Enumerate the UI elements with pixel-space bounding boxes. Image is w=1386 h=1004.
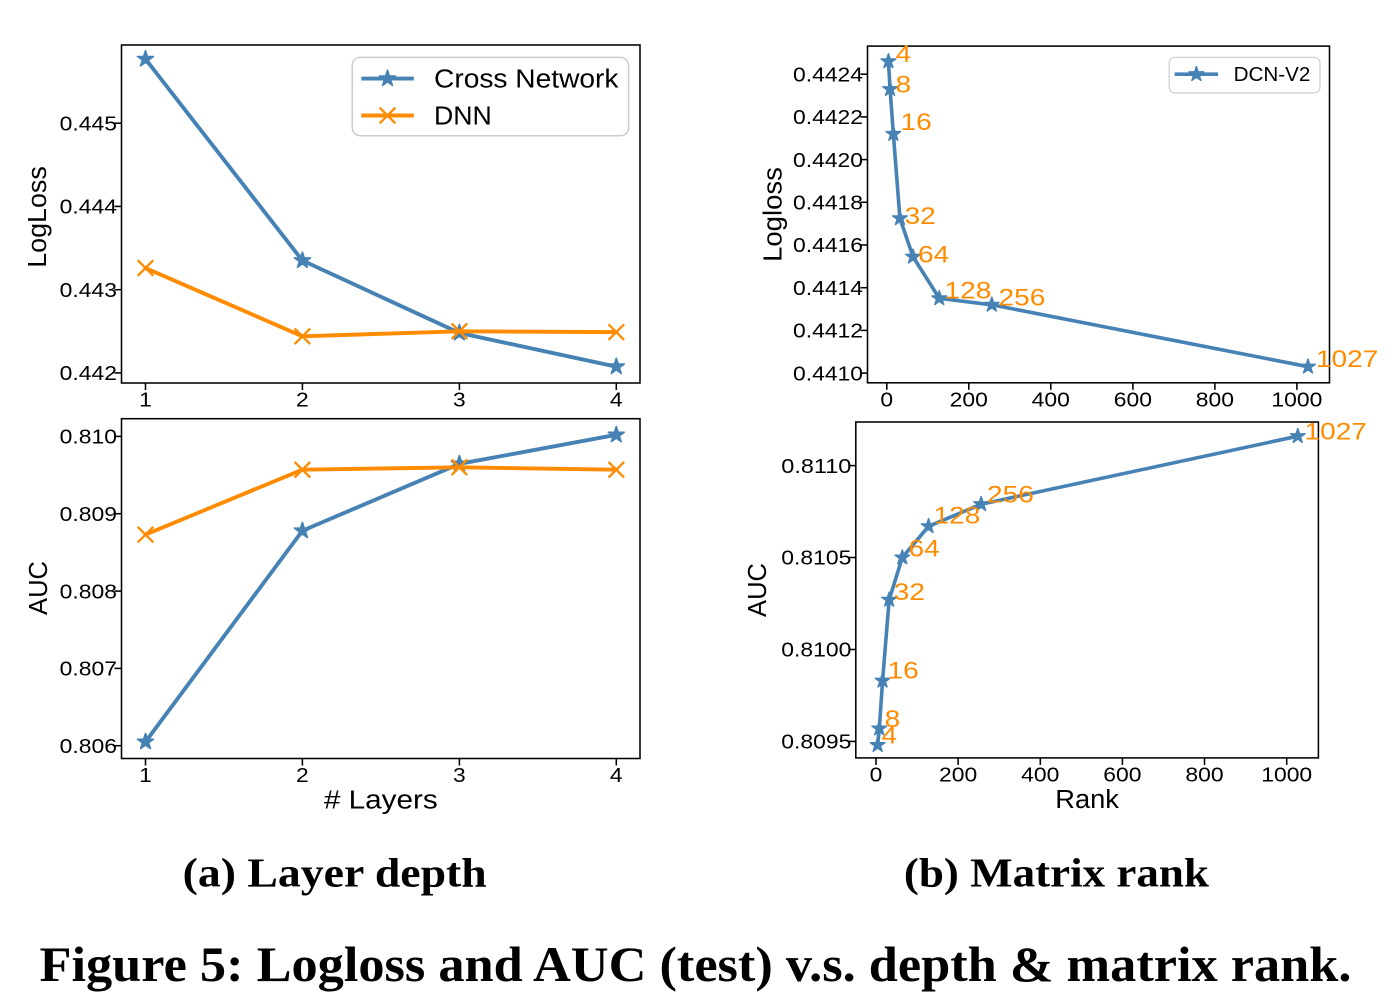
- svg-text:8: 8: [885, 706, 901, 733]
- svg-text:0.442: 0.442: [60, 363, 117, 385]
- svg-text:32: 32: [894, 579, 925, 606]
- svg-text:AUC: AUC: [25, 561, 53, 615]
- svg-text:800: 800: [1185, 764, 1223, 786]
- svg-text:64: 64: [909, 536, 940, 563]
- svg-text:256: 256: [999, 284, 1046, 311]
- svg-text:0.4412: 0.4412: [793, 321, 863, 343]
- svg-text:0.444: 0.444: [60, 197, 117, 219]
- svg-text:0.4420: 0.4420: [793, 150, 863, 172]
- svg-text:# Layers: # Layers: [324, 787, 438, 815]
- svg-text:(a) Layer depth: (a) Layer depth: [183, 849, 487, 895]
- svg-text:0.4416: 0.4416: [793, 235, 863, 257]
- svg-text:0.809: 0.809: [60, 504, 117, 526]
- svg-text:600: 600: [1103, 764, 1141, 786]
- svg-text:1027: 1027: [1316, 346, 1378, 373]
- svg-text:400: 400: [1032, 389, 1070, 411]
- svg-text:3: 3: [453, 390, 466, 412]
- svg-text:16: 16: [888, 658, 919, 685]
- svg-text:0.808: 0.808: [60, 581, 117, 603]
- svg-text:Rank: Rank: [1055, 786, 1119, 814]
- svg-text:LogLoss: LogLoss: [24, 166, 52, 268]
- svg-text:128: 128: [945, 278, 992, 305]
- svg-text:2: 2: [296, 390, 309, 412]
- svg-text:4: 4: [882, 723, 898, 750]
- svg-text:1: 1: [139, 765, 152, 787]
- svg-text:(b) Matrix rank: (b) Matrix rank: [904, 849, 1209, 895]
- svg-text:128: 128: [934, 503, 981, 530]
- svg-text:32: 32: [905, 203, 936, 230]
- svg-text:16: 16: [901, 109, 932, 136]
- svg-text:4: 4: [896, 41, 912, 68]
- svg-text:0.807: 0.807: [60, 659, 117, 681]
- svg-text:Logloss: Logloss: [760, 167, 788, 262]
- svg-text:AUC: AUC: [744, 563, 772, 617]
- svg-text:400: 400: [1021, 764, 1059, 786]
- svg-text:0.443: 0.443: [60, 280, 117, 302]
- svg-text:DNN: DNN: [434, 102, 492, 130]
- svg-text:1000: 1000: [1261, 764, 1312, 786]
- svg-text:0: 0: [880, 389, 893, 411]
- svg-text:0: 0: [870, 764, 883, 786]
- svg-text:2: 2: [296, 765, 309, 787]
- svg-text:0.4414: 0.4414: [793, 278, 863, 300]
- svg-text:0.4418: 0.4418: [793, 193, 863, 215]
- svg-text:Cross Network: Cross Network: [434, 66, 619, 94]
- svg-text:DCN-V2: DCN-V2: [1234, 64, 1311, 86]
- svg-text:1027: 1027: [1305, 419, 1367, 446]
- svg-text:Figure 5: Logloss and AUC (tes: Figure 5: Logloss and AUC (test) v.s. de…: [40, 936, 1352, 992]
- svg-text:600: 600: [1114, 389, 1152, 411]
- svg-text:0.8095: 0.8095: [781, 732, 851, 754]
- svg-text:0.445: 0.445: [60, 113, 117, 135]
- svg-text:200: 200: [939, 764, 977, 786]
- svg-text:0.4424: 0.4424: [793, 64, 863, 86]
- svg-text:4: 4: [610, 390, 623, 412]
- svg-text:0.4410: 0.4410: [793, 363, 863, 385]
- svg-text:0.8110: 0.8110: [781, 456, 851, 478]
- svg-text:4: 4: [610, 765, 623, 787]
- svg-text:0.8100: 0.8100: [781, 640, 851, 662]
- svg-text:0.4422: 0.4422: [793, 107, 863, 129]
- svg-text:1: 1: [139, 390, 152, 412]
- svg-text:0.8105: 0.8105: [781, 548, 851, 570]
- svg-text:256: 256: [987, 482, 1034, 509]
- svg-text:8: 8: [896, 71, 912, 98]
- svg-text:0.810: 0.810: [60, 427, 117, 449]
- svg-text:800: 800: [1196, 389, 1234, 411]
- svg-text:64: 64: [918, 242, 949, 269]
- svg-text:0.806: 0.806: [60, 736, 117, 758]
- svg-text:1000: 1000: [1271, 389, 1322, 411]
- svg-text:200: 200: [950, 389, 988, 411]
- svg-text:3: 3: [453, 765, 466, 787]
